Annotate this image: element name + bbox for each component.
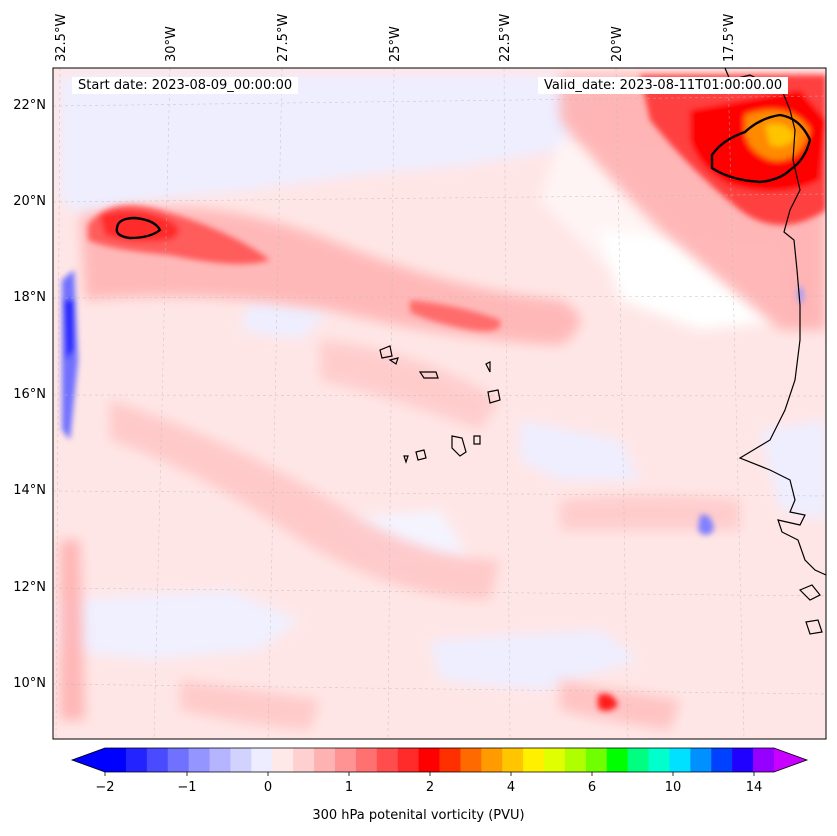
colorbar-swatch [544,748,566,772]
colorbar-swatch [125,748,148,772]
colorbar-swatch [188,748,211,772]
colorbar-label: 300 hPa potenital vorticity (PVU) [312,808,525,823]
cb-tick-minus1: −1 [177,780,197,795]
colorbar-swatch [314,748,336,772]
colorbar-swatch [376,748,399,772]
colorbar-swatch [585,748,608,772]
lat-label-22n: 22°N [13,98,46,113]
lat-label-14n: 14°N [13,483,46,498]
colorbar-swatch [251,748,273,772]
colorbar-swatch [481,748,503,772]
colorbar-swatch [146,748,169,772]
colorbar-swatch [627,748,650,772]
graticule [53,68,826,739]
cb-tick-minus2: −2 [95,780,115,795]
map-frame [52,67,827,740]
cb-tick-4: 4 [506,780,516,795]
colorbar-swatch [167,748,190,772]
colorbar-swatch [230,748,252,772]
colorbar-swatch [293,748,315,772]
colorbar-swatch [648,748,670,772]
colorbar-under-arrow [72,748,105,772]
valid-date-label: Valid_date: 2023-08-11T01:00:00.00 [538,77,789,94]
colorbar-swatch [105,748,127,772]
colorbar-swatch [669,748,691,772]
cb-tick-14: 14 [745,780,763,795]
colorbar [70,747,809,776]
cb-tick-1: 1 [344,780,354,795]
colorbar-swatch [502,748,524,772]
colorbar-swatch [711,748,733,772]
colorbar-swatch [460,748,482,772]
colorbar-swatch [334,748,357,772]
cb-tick-6: 6 [587,780,597,795]
cb-tick-0: 0 [263,780,273,795]
lat-label-16n: 16°N [13,387,46,402]
lat-label-10n: 10°N [13,676,46,691]
colorbar-swatch [439,748,461,772]
lat-label-12n: 12°N [13,580,46,595]
colorbar-swatch [209,748,231,772]
colorbar-swatch [564,748,587,772]
colorbar-swatch [732,748,754,772]
high-pv-features [62,75,826,711]
cb-tick-10: 10 [664,780,682,795]
colorbar-swatch [355,748,378,772]
colorbar-swatch [397,748,420,772]
colorbar-swatch [272,748,294,772]
lat-label-18n: 18°N [13,290,46,305]
colorbar-swatch [418,748,440,772]
colorbar-swatch [690,748,712,772]
cb-tick-2: 2 [425,780,435,795]
lat-label-20n: 20°N [13,194,46,209]
pv-field [53,68,826,739]
colorbar-swatch [523,748,545,772]
start-date-label: Start date: 2023-08-09_00:00:00 [72,77,299,94]
pv-2-contours [115,113,812,240]
colorbar-swatch [753,748,775,772]
colorbar-over-arrow [774,748,807,772]
colorbar-swatch [606,748,629,772]
